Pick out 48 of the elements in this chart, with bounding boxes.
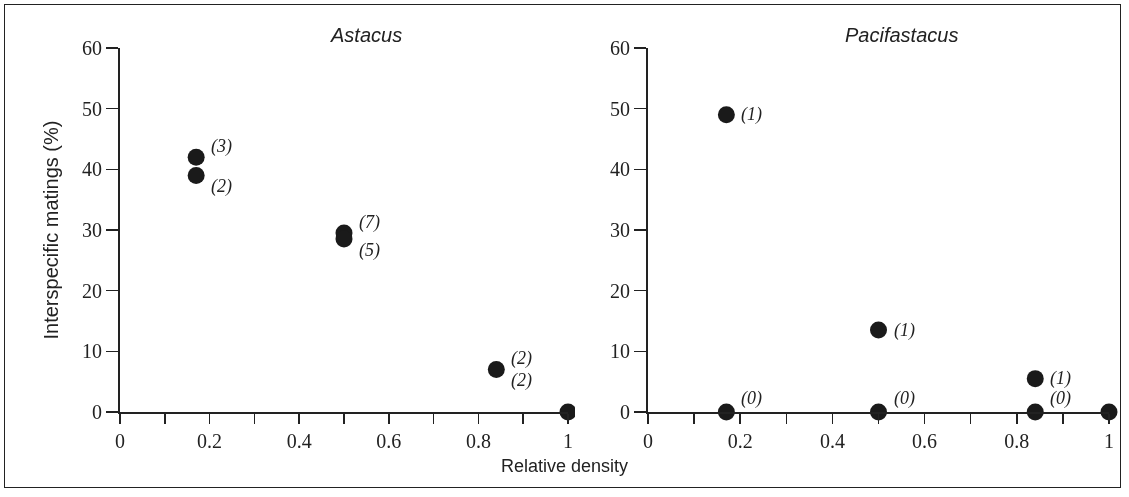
x-tick-label: 0.8 [1004,430,1030,452]
y-tick-label: 40 [82,158,102,181]
annotation: (1) [1050,368,1071,389]
y-tick-label: 10 [82,340,102,363]
annotation: (0) [1050,388,1071,409]
x-tick-label: 0.2 [197,430,223,452]
x-tick-label: 1 [563,430,573,452]
y-axis-title: Interspecific matings (%) [40,120,62,340]
annotation: (2) [211,176,232,197]
y-tick-label: 20 [82,279,102,302]
y-tick-label: 30 [610,219,630,241]
y-tick-label: 10 [610,340,630,363]
x-tick-label: 0.6 [912,430,938,452]
x-tick-label: 0 [643,430,653,452]
annotation: (1) [894,320,915,341]
annotation: (3) [211,136,232,157]
x-tick-label: 1 [1104,430,1114,452]
x-tick-label: 0.4 [819,430,845,452]
x-tick-label: 0.2 [727,430,753,452]
point [870,321,887,339]
x-tick-label: 0.8 [465,430,491,452]
chart-title: Astacus [330,24,403,46]
x-tick-label: 0 [115,430,125,452]
x-tick-label: 0.4 [286,430,312,452]
point [1026,370,1044,388]
annotation: (1) [741,104,762,125]
y-tick-label: 50 [82,97,102,120]
annotation: (0) [894,388,915,409]
y-tick-label: 20 [610,279,630,302]
y-tick-label: 30 [82,219,102,241]
annotation: (0) [741,388,762,409]
point [187,148,205,166]
point [187,166,205,184]
x-axis-title: Relative density [499,456,630,477]
y-tick-label: 60 [610,37,630,59]
point [487,361,505,379]
y-tick-label: 0 [620,401,630,423]
annotation: (7) [359,212,380,233]
annotation: (2) [511,348,532,369]
y-tick-label: 40 [610,158,630,181]
annotation: (2) [511,370,532,391]
y-tick-label: 0 [92,401,102,423]
point [717,106,735,124]
y-tick-label: 50 [610,97,630,120]
chart-title: Pacifastacus [845,24,959,46]
y-tick-label: 60 [82,37,102,59]
x-tick-label: 0.6 [376,430,402,452]
annotation: (5) [359,240,380,261]
